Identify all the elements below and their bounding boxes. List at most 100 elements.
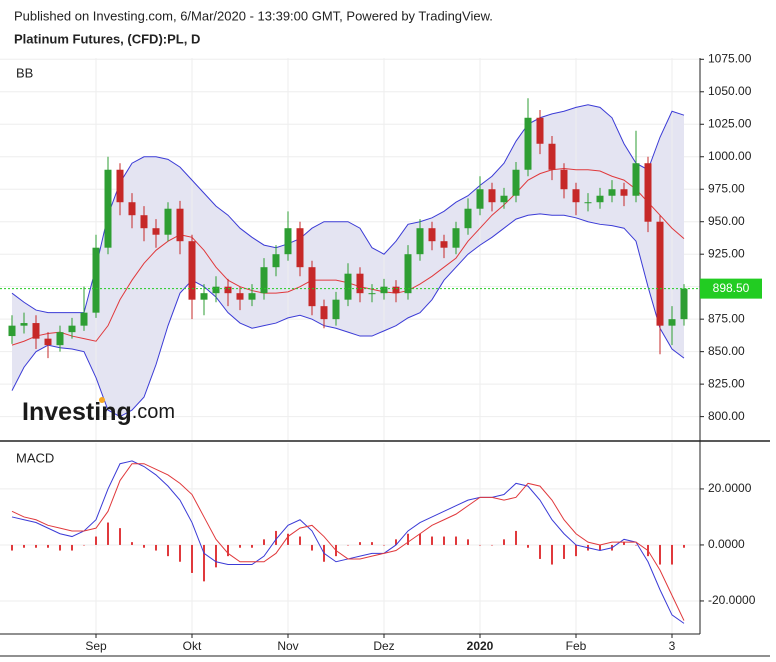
x-tick-label: Dez: [373, 639, 394, 653]
histogram-bar: [659, 544, 661, 565]
histogram-bar: [143, 544, 145, 548]
candle-body: [368, 293, 376, 295]
x-tick-label: Okt: [183, 639, 202, 653]
candle-body: [608, 189, 616, 196]
histogram-bar: [419, 533, 421, 545]
histogram-bar: [527, 544, 529, 548]
candle-body: [236, 293, 244, 300]
y-tick-label: 20.0000: [708, 481, 752, 495]
candle-body: [428, 228, 436, 242]
histogram-bar: [275, 530, 277, 545]
histogram-bar: [347, 544, 349, 546]
y-tick-label: 1075.00: [708, 51, 752, 65]
candle-body: [404, 254, 412, 294]
histogram-bar: [311, 544, 313, 551]
histogram-bar: [35, 544, 37, 548]
histogram-bar: [179, 544, 181, 562]
current-price-label: 898.50: [713, 281, 750, 295]
x-tick-label: Feb: [566, 639, 587, 653]
histogram-bar: [635, 544, 637, 546]
histogram-bar: [407, 533, 409, 545]
histogram-bar: [167, 544, 169, 557]
histogram-bar: [47, 544, 49, 548]
y-tick-label: 825.00: [708, 376, 745, 390]
candle-body: [584, 202, 592, 204]
histogram-bar: [371, 542, 373, 545]
histogram-bar: [191, 544, 193, 573]
panel-label: BB: [16, 65, 33, 80]
chart-title: Platinum Futures, (CFD):PL, D: [14, 31, 200, 46]
histogram-bar: [599, 544, 601, 551]
logo: Investing.com: [22, 398, 175, 426]
x-tick-label: Sep: [85, 639, 107, 653]
candle-body: [200, 293, 208, 300]
candle-body: [20, 323, 28, 326]
histogram-bar: [59, 544, 61, 551]
candle-body: [680, 288, 688, 320]
grid-layer: [0, 58, 700, 634]
candle-body: [380, 286, 388, 294]
line: [11, 104, 685, 314]
candle-body: [188, 241, 196, 300]
histogram-bar: [287, 533, 289, 545]
candle-body: [356, 273, 364, 294]
x-tick-label: Nov: [277, 639, 298, 653]
y-tick-label: 850.00: [708, 344, 745, 358]
candle-body: [512, 169, 520, 196]
candle-body: [260, 267, 268, 294]
candle-body: [560, 169, 568, 190]
y-tick-label: 975.00: [708, 181, 745, 195]
histogram-bar: [503, 539, 505, 545]
candle-body: [104, 169, 112, 248]
histogram-bar: [11, 544, 13, 551]
current-price-tag: [700, 278, 762, 299]
histogram-bar: [215, 544, 217, 568]
histogram-bar: [119, 528, 121, 545]
candle-body: [656, 221, 664, 326]
candle-body: [56, 332, 64, 346]
candle-body: [80, 312, 88, 326]
histogram-bar: [563, 544, 565, 559]
logo-suffix: .com: [132, 401, 175, 423]
y-tick-label: 950.00: [708, 214, 745, 228]
y-tick-label: 925.00: [708, 246, 745, 260]
x-tick-label: 3: [669, 639, 676, 653]
logo-dot: [99, 397, 105, 403]
histogram-bar: [263, 539, 265, 545]
candle-body: [32, 323, 40, 339]
y-tick-label: 1025.00: [708, 116, 752, 130]
candle-body: [308, 267, 316, 307]
candle-body: [176, 208, 184, 242]
histogram-bar: [575, 544, 577, 557]
candle-body: [596, 195, 604, 203]
logo-main: Investing: [22, 398, 132, 426]
candle-body: [620, 189, 628, 196]
candle-body: [632, 163, 640, 196]
candle-body: [296, 228, 304, 268]
histogram-bar: [227, 544, 229, 557]
candle-body: [92, 247, 100, 313]
candle-body: [548, 143, 556, 170]
candle-body: [476, 189, 484, 209]
y-tick-label: 1000.00: [708, 149, 752, 163]
candle-body: [68, 325, 76, 333]
line: [11, 213, 685, 418]
histogram-bar: [239, 544, 241, 548]
histogram-bar: [551, 544, 553, 565]
band-fill: [12, 104, 684, 417]
candle-body: [416, 228, 424, 255]
candle-body: [164, 208, 172, 235]
histogram-bar: [491, 544, 493, 546]
candle-body: [116, 169, 124, 203]
histogram-bar: [671, 544, 673, 565]
line: [11, 460, 685, 624]
histogram-bar: [83, 544, 85, 546]
candle-body: [500, 195, 508, 203]
histogram-bar: [107, 522, 109, 545]
candle-body: [8, 325, 16, 337]
histogram-bar: [359, 542, 361, 545]
histogram-bar: [131, 542, 133, 545]
line: [11, 463, 685, 621]
histogram-bar: [203, 544, 205, 582]
